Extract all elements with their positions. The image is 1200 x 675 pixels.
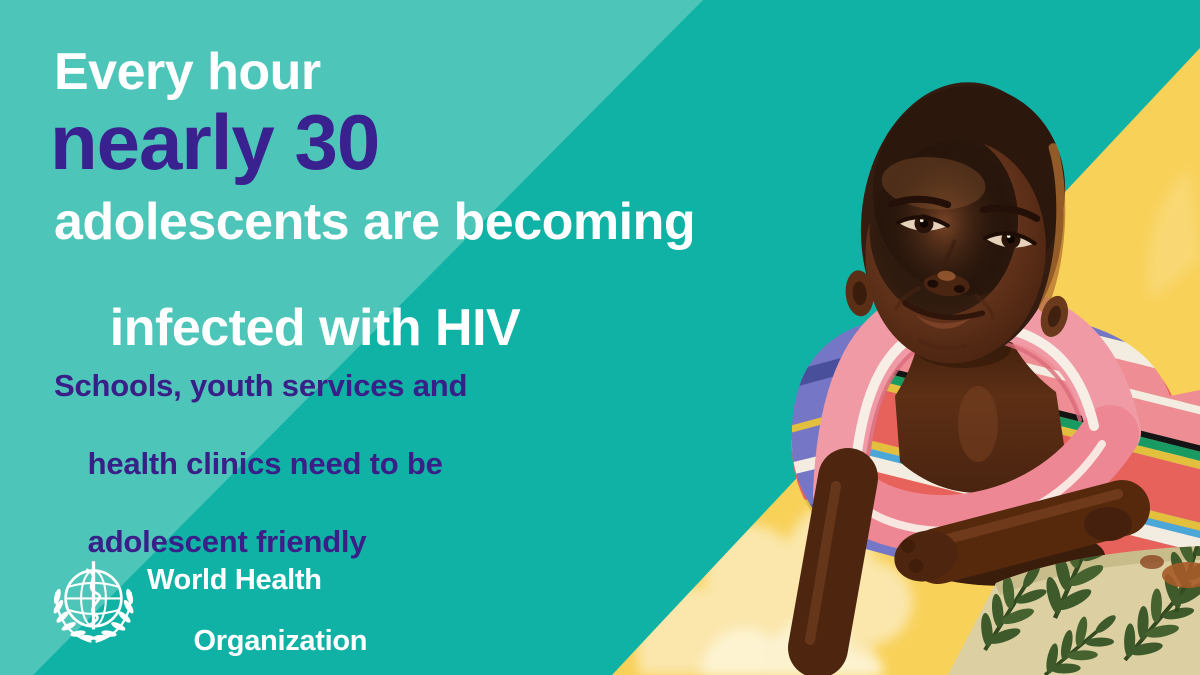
headline-line-2: adolescents are becoming xyxy=(54,193,696,251)
who-wordmark: World Health Organization xyxy=(147,565,367,657)
message-line-2: health clinics need to be xyxy=(87,446,443,481)
light-teal-triangle xyxy=(0,0,703,675)
child-face xyxy=(845,82,1069,364)
message-text: Schools, youth services and health clini… xyxy=(54,366,467,561)
headline-line-1: Every hour xyxy=(54,43,321,101)
who-wordmark-line-1: World Health xyxy=(147,564,322,596)
who-wordmark-line-2: Organization xyxy=(193,625,368,657)
headline-line-3: infected with HIV xyxy=(109,299,521,357)
headline-stat: nearly 30 xyxy=(50,98,380,186)
who-emblem-icon xyxy=(53,561,134,643)
headline-lines-2-3: adolescents are becoming infected with H… xyxy=(54,193,696,357)
who-logo: World Health Organization xyxy=(46,551,406,656)
message-line-3: adolescent friendly xyxy=(87,524,367,559)
crossed-arms xyxy=(788,448,1150,675)
message-line-1: Schools, youth services and xyxy=(54,368,468,403)
